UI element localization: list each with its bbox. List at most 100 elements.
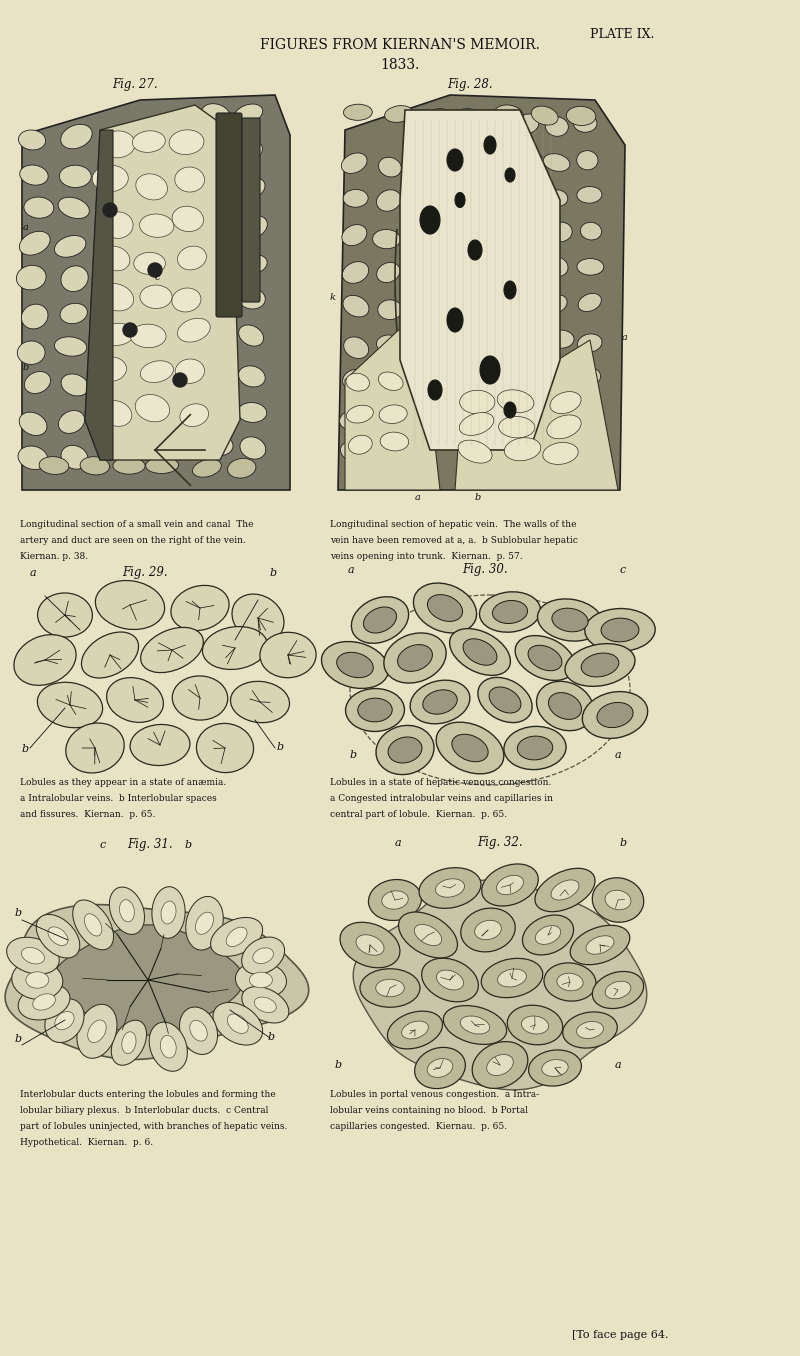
Ellipse shape	[518, 328, 542, 348]
Text: c: c	[100, 839, 106, 850]
Ellipse shape	[380, 433, 409, 452]
Ellipse shape	[546, 190, 568, 206]
Ellipse shape	[550, 222, 572, 241]
Text: b: b	[15, 1035, 22, 1044]
Ellipse shape	[482, 959, 542, 998]
Ellipse shape	[33, 994, 55, 1010]
Ellipse shape	[238, 178, 265, 198]
Ellipse shape	[178, 245, 206, 270]
Ellipse shape	[547, 442, 569, 460]
Ellipse shape	[574, 115, 597, 133]
Text: a: a	[348, 565, 354, 575]
Ellipse shape	[48, 928, 68, 945]
Ellipse shape	[377, 408, 401, 430]
Ellipse shape	[235, 141, 262, 163]
Ellipse shape	[18, 446, 48, 469]
Ellipse shape	[100, 323, 134, 346]
Ellipse shape	[455, 193, 465, 207]
Ellipse shape	[468, 240, 482, 260]
Ellipse shape	[372, 445, 398, 466]
Ellipse shape	[358, 698, 392, 721]
Ellipse shape	[521, 153, 545, 170]
Ellipse shape	[478, 678, 532, 723]
Ellipse shape	[136, 174, 167, 199]
Text: Longitudinal section of a small vein and canal  The: Longitudinal section of a small vein and…	[20, 519, 254, 529]
Ellipse shape	[459, 412, 494, 435]
Ellipse shape	[235, 961, 286, 998]
Ellipse shape	[493, 601, 527, 624]
Ellipse shape	[443, 1006, 506, 1044]
Text: Fig. 28.: Fig. 28.	[447, 79, 493, 91]
Ellipse shape	[382, 891, 408, 909]
Ellipse shape	[378, 300, 402, 320]
Ellipse shape	[461, 909, 515, 952]
Ellipse shape	[55, 1012, 74, 1029]
Ellipse shape	[489, 687, 521, 713]
Ellipse shape	[542, 1059, 568, 1077]
Ellipse shape	[548, 330, 574, 348]
Polygon shape	[400, 110, 560, 450]
Ellipse shape	[486, 1055, 514, 1075]
Ellipse shape	[458, 441, 492, 464]
Ellipse shape	[250, 972, 273, 987]
Ellipse shape	[172, 675, 228, 720]
Ellipse shape	[547, 258, 568, 277]
Ellipse shape	[507, 1005, 562, 1044]
Ellipse shape	[447, 308, 463, 332]
Ellipse shape	[26, 972, 49, 989]
Text: vein have been removed at a, a.  b Sublobular hepatic: vein have been removed at a, a. b Sublob…	[330, 536, 578, 545]
Ellipse shape	[111, 1020, 146, 1066]
Text: k: k	[330, 293, 336, 302]
Ellipse shape	[66, 723, 124, 773]
Text: Fig. 31.: Fig. 31.	[127, 838, 173, 852]
Text: central part of lobule.  Kiernan.  p. 65.: central part of lobule. Kiernan. p. 65.	[330, 810, 507, 819]
Text: b: b	[268, 1032, 275, 1041]
Ellipse shape	[227, 458, 256, 479]
Ellipse shape	[398, 913, 458, 957]
Ellipse shape	[197, 723, 254, 773]
Ellipse shape	[419, 868, 481, 909]
Ellipse shape	[130, 324, 166, 347]
Ellipse shape	[226, 928, 247, 946]
Ellipse shape	[437, 970, 463, 990]
Ellipse shape	[36, 914, 80, 957]
Text: b: b	[335, 1060, 342, 1070]
Ellipse shape	[522, 915, 574, 955]
Text: Fig. 30.: Fig. 30.	[462, 563, 508, 576]
Ellipse shape	[339, 410, 366, 430]
Ellipse shape	[422, 959, 478, 1002]
Circle shape	[148, 263, 162, 277]
Ellipse shape	[130, 724, 190, 766]
Text: Hypothetical.  Kiernan.  p. 6.: Hypothetical. Kiernan. p. 6.	[20, 1138, 153, 1147]
Ellipse shape	[95, 580, 165, 629]
Text: Kiernan. p. 38.: Kiernan. p. 38.	[20, 552, 88, 561]
Ellipse shape	[103, 212, 133, 239]
Ellipse shape	[172, 287, 201, 312]
Ellipse shape	[504, 281, 516, 300]
Ellipse shape	[24, 372, 50, 393]
Text: b: b	[350, 750, 357, 759]
Ellipse shape	[238, 366, 266, 386]
Ellipse shape	[140, 361, 174, 382]
Ellipse shape	[80, 457, 110, 475]
Ellipse shape	[578, 334, 602, 353]
Text: a: a	[615, 750, 622, 759]
Text: Longitudinal section of hepatic vein.  The walls of the: Longitudinal section of hepatic vein. Th…	[330, 519, 577, 529]
Ellipse shape	[452, 734, 488, 762]
Ellipse shape	[84, 914, 102, 936]
Ellipse shape	[414, 1047, 466, 1089]
Ellipse shape	[343, 190, 368, 207]
Text: part of lobules uninjected, with branches of hepatic veins.: part of lobules uninjected, with branche…	[20, 1121, 287, 1131]
Ellipse shape	[180, 404, 209, 427]
Polygon shape	[85, 104, 240, 460]
Ellipse shape	[605, 891, 631, 910]
Ellipse shape	[474, 921, 502, 940]
Ellipse shape	[61, 266, 88, 292]
Ellipse shape	[134, 252, 166, 274]
Ellipse shape	[110, 887, 145, 934]
Ellipse shape	[61, 125, 92, 149]
Ellipse shape	[456, 108, 482, 125]
Ellipse shape	[202, 328, 231, 350]
Ellipse shape	[73, 900, 114, 949]
Ellipse shape	[376, 725, 434, 774]
